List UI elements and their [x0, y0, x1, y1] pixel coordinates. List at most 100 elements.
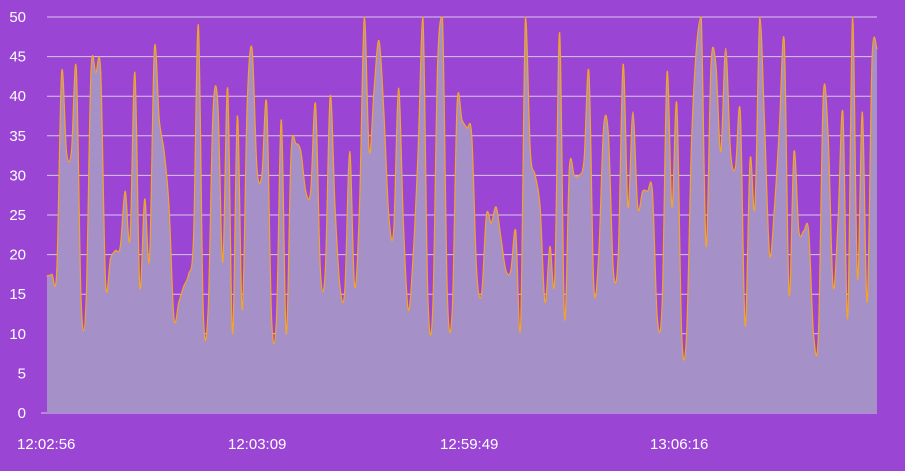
y-tick-label: 40	[9, 88, 26, 105]
data-point	[710, 63, 712, 66]
data-point	[656, 317, 658, 319]
data-point	[212, 111, 214, 113]
data-point	[515, 230, 517, 232]
data-point	[90, 71, 92, 74]
data-point	[568, 166, 571, 169]
data-point	[808, 230, 810, 232]
data-point	[612, 269, 614, 272]
data-point	[305, 190, 307, 192]
data-point	[690, 143, 693, 145]
data-point	[75, 67, 77, 70]
data-point	[617, 254, 619, 256]
data-point	[231, 333, 234, 335]
data-point	[544, 301, 546, 303]
data-point	[134, 71, 136, 74]
data-point	[773, 206, 776, 208]
data-point	[373, 87, 375, 89]
data-point	[402, 222, 405, 224]
data-point	[251, 48, 253, 50]
data-point	[422, 16, 424, 18]
data-point	[173, 317, 175, 319]
y-tick-label: 0	[18, 405, 26, 422]
data-point	[768, 254, 771, 256]
data-point	[46, 275, 48, 277]
data-point	[65, 151, 68, 153]
y-tick-label: 45	[9, 49, 26, 66]
data-point	[847, 317, 849, 319]
data-point	[700, 16, 702, 18]
data-point	[427, 293, 429, 295]
data-point	[227, 87, 229, 89]
data-point	[314, 103, 317, 105]
data-point	[622, 63, 624, 66]
data-point	[246, 103, 248, 105]
series-points	[46, 16, 878, 335]
data-point	[798, 230, 800, 232]
data-point	[192, 238, 195, 240]
data-point	[363, 16, 365, 18]
data-point	[812, 333, 815, 335]
data-point	[270, 317, 273, 319]
data-point	[685, 333, 688, 335]
data-point	[383, 111, 385, 113]
data-point	[529, 151, 531, 153]
data-point	[632, 111, 634, 113]
data-point	[598, 254, 600, 256]
data-point	[822, 95, 824, 97]
data-point	[471, 135, 473, 137]
data-point	[80, 301, 82, 303]
data-point	[559, 32, 561, 34]
data-point	[534, 174, 536, 176]
data-point	[715, 63, 717, 66]
data-point	[85, 301, 87, 303]
data-point	[397, 87, 400, 89]
data-point	[744, 325, 746, 327]
y-tick-label: 5	[18, 365, 26, 382]
data-point	[202, 309, 204, 311]
data-point	[583, 158, 585, 161]
data-point	[671, 206, 673, 208]
data-point	[417, 151, 419, 153]
data-point	[275, 317, 278, 319]
data-point	[593, 285, 595, 287]
data-point	[70, 151, 73, 153]
data-point	[578, 174, 580, 176]
data-point	[764, 127, 766, 129]
data-point	[861, 111, 863, 113]
data-point	[681, 333, 683, 335]
data-point	[588, 71, 590, 74]
data-point	[104, 281, 107, 283]
data-point	[349, 151, 351, 153]
data-point	[646, 190, 649, 192]
data-point	[114, 250, 116, 252]
data-point	[783, 40, 785, 42]
data-point	[778, 127, 780, 129]
data-point	[485, 214, 488, 216]
data-point	[837, 222, 839, 224]
data-point	[461, 119, 463, 121]
y-tick-label: 10	[9, 326, 26, 343]
data-point	[393, 230, 395, 232]
data-point	[163, 151, 165, 153]
data-point	[432, 309, 434, 311]
data-point	[480, 293, 483, 295]
y-tick-label: 50	[9, 9, 26, 26]
data-point	[842, 111, 844, 113]
data-point	[666, 71, 668, 74]
data-point	[178, 301, 180, 303]
data-point	[353, 285, 356, 287]
data-point	[739, 111, 741, 113]
data-point	[124, 190, 126, 192]
data-point	[261, 174, 263, 176]
data-point	[866, 301, 868, 303]
data-point	[627, 206, 629, 208]
data-point	[563, 317, 566, 319]
data-point	[500, 238, 502, 240]
data-point	[607, 135, 610, 137]
data-point	[573, 174, 575, 176]
data-point	[295, 143, 297, 145]
data-point	[524, 16, 527, 18]
data-point	[339, 285, 341, 287]
data-point	[407, 309, 409, 311]
data-point	[466, 127, 468, 129]
